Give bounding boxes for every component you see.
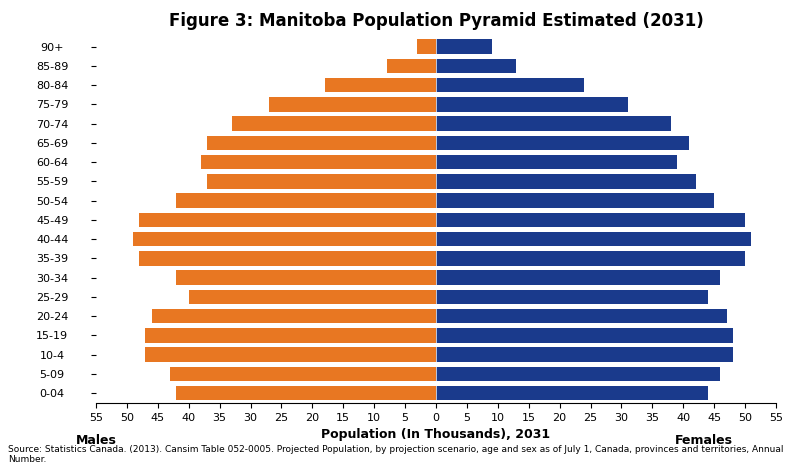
Bar: [176, 270, 436, 285]
Bar: [170, 367, 436, 381]
Bar: [139, 251, 436, 266]
X-axis label: Population (In Thousands), 2031: Population (In Thousands), 2031: [322, 428, 550, 441]
Bar: [176, 194, 436, 208]
Bar: [152, 309, 436, 323]
Bar: [436, 213, 745, 227]
Bar: [436, 59, 516, 73]
Bar: [436, 39, 492, 54]
Bar: [436, 194, 714, 208]
Bar: [436, 309, 726, 323]
Title: Figure 3: Manitoba Population Pyramid Estimated (2031): Figure 3: Manitoba Population Pyramid Es…: [169, 12, 703, 30]
Bar: [133, 232, 436, 246]
Bar: [436, 117, 671, 131]
Text: Males: Males: [75, 434, 117, 447]
Bar: [139, 213, 436, 227]
Bar: [436, 328, 733, 343]
Text: Females: Females: [675, 434, 733, 447]
Bar: [269, 97, 436, 112]
Text: Source: Statistics Canada. (2013). Cansim Table 052-0005. Projected Population, : Source: Statistics Canada. (2013). Cansi…: [8, 444, 783, 463]
Bar: [176, 386, 436, 400]
Bar: [386, 59, 436, 73]
Bar: [207, 174, 436, 188]
Bar: [436, 367, 720, 381]
Bar: [436, 232, 751, 246]
Bar: [436, 155, 677, 169]
Bar: [436, 251, 745, 266]
Bar: [146, 328, 436, 343]
Bar: [189, 290, 436, 304]
Bar: [146, 347, 436, 362]
Bar: [436, 97, 628, 112]
Bar: [436, 386, 708, 400]
Bar: [232, 117, 436, 131]
Bar: [436, 347, 733, 362]
Bar: [436, 78, 584, 93]
Bar: [436, 270, 720, 285]
Bar: [325, 78, 436, 93]
Bar: [418, 39, 436, 54]
Bar: [436, 136, 690, 150]
Bar: [201, 155, 436, 169]
Bar: [207, 136, 436, 150]
Bar: [436, 174, 696, 188]
Bar: [436, 290, 708, 304]
